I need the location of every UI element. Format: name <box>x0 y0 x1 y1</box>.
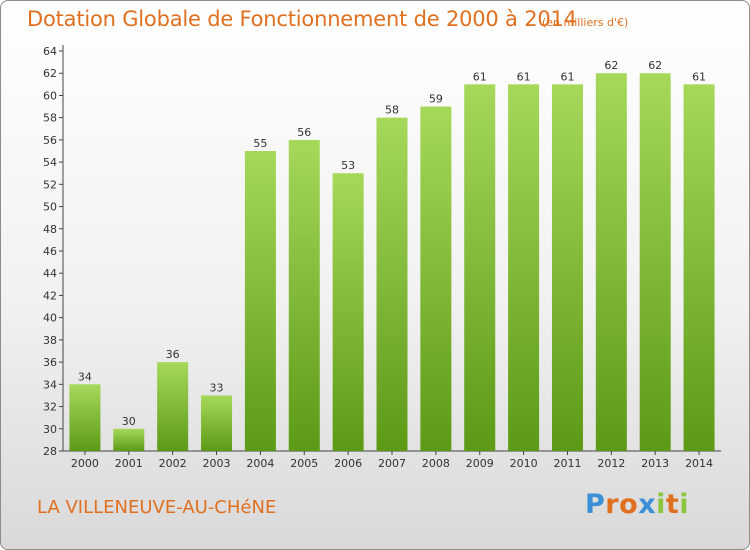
y-tick-label: 54 <box>43 156 57 169</box>
x-tick-label: 2014 <box>685 457 713 470</box>
y-tick-label: 34 <box>43 378 57 391</box>
bar <box>551 84 583 451</box>
bar <box>464 84 496 451</box>
data-label: 59 <box>429 93 443 106</box>
x-tick-label: 2006 <box>334 457 362 470</box>
y-tick-label: 40 <box>43 312 57 325</box>
data-label: 62 <box>648 59 662 72</box>
y-tick-label: 38 <box>43 334 57 347</box>
data-label: 56 <box>297 126 311 139</box>
logo-letter: P <box>585 489 606 520</box>
bar <box>683 84 715 451</box>
bar <box>69 384 101 451</box>
y-tick-label: 46 <box>43 245 57 258</box>
x-tick-label: 2003 <box>203 457 231 470</box>
y-tick-label: 36 <box>43 356 57 369</box>
x-tick-label: 2007 <box>378 457 406 470</box>
bar <box>595 73 627 451</box>
bar <box>244 151 276 451</box>
data-label: 61 <box>517 70 531 83</box>
bar <box>376 117 408 452</box>
y-tick-label: 28 <box>43 445 57 458</box>
y-tick-label: 52 <box>43 178 57 191</box>
logo-letter: i <box>656 489 666 520</box>
data-label: 33 <box>210 381 224 394</box>
y-tick-label: 42 <box>43 289 57 302</box>
x-tick-label: 2013 <box>641 457 669 470</box>
y-tick-label: 62 <box>43 67 57 80</box>
bar <box>420 106 452 452</box>
x-tick-label: 2010 <box>510 457 538 470</box>
x-tick-label: 2008 <box>422 457 450 470</box>
y-tick-label: 44 <box>43 267 57 280</box>
data-label: 61 <box>560 70 574 83</box>
y-tick-label: 58 <box>43 112 57 125</box>
proxiti-logo: Proxiti <box>585 489 689 520</box>
bar <box>157 362 189 451</box>
y-tick-label: 56 <box>43 134 57 147</box>
chart-title: Dotation Globale de Fonctionnement de 20… <box>27 7 577 31</box>
y-tick-label: 30 <box>43 423 57 436</box>
data-label: 58 <box>385 104 399 117</box>
bar <box>288 139 320 451</box>
logo-letter: t <box>665 489 680 520</box>
x-tick-label: 2005 <box>290 457 318 470</box>
data-label: 61 <box>473 70 487 83</box>
axes: 28 30 32 34 36 38 40 42 44 46 48 50 52 54 56 58 60 62 64 <box>43 45 721 458</box>
commune-name: LA VILLENEUVE-AU-CHéNE <box>37 497 277 518</box>
data-label: 34 <box>78 370 92 383</box>
x-tick-label: 2012 <box>597 457 625 470</box>
bar <box>201 395 233 451</box>
y-tick-label: 48 <box>43 223 57 236</box>
bar <box>332 173 364 451</box>
y-tick-label: 50 <box>43 201 57 214</box>
y-tick-label: 60 <box>43 89 57 102</box>
y-tick-label: 64 <box>43 45 57 58</box>
data-label: 30 <box>122 415 136 428</box>
logo-letter: r <box>605 489 620 520</box>
bar <box>639 73 671 451</box>
data-label: 61 <box>692 70 706 83</box>
logo-letter: i <box>679 489 690 520</box>
x-tick-label: 2004 <box>246 457 274 470</box>
bars <box>69 73 715 452</box>
logo-letter: x <box>638 489 657 520</box>
x-tick-label: 2009 <box>466 457 494 470</box>
bar <box>508 84 540 451</box>
logo-letter: o <box>619 489 639 520</box>
y-tick-label: 32 <box>43 401 57 414</box>
x-tick-label: 2011 <box>553 457 581 470</box>
data-label: 62 <box>604 59 618 72</box>
bar <box>113 428 145 451</box>
data-labels: 2000 34 2001 30 2002 36 2003 33 2004 55 2005 56 2006… <box>71 59 713 470</box>
data-label: 55 <box>253 137 267 150</box>
data-label: 53 <box>341 159 355 172</box>
x-tick-label: 2000 <box>71 457 99 470</box>
chart-subtitle: (en milliers d'€) <box>542 16 629 29</box>
data-label: 36 <box>166 348 180 361</box>
x-tick-label: 2001 <box>115 457 143 470</box>
x-tick-label: 2002 <box>159 457 187 470</box>
